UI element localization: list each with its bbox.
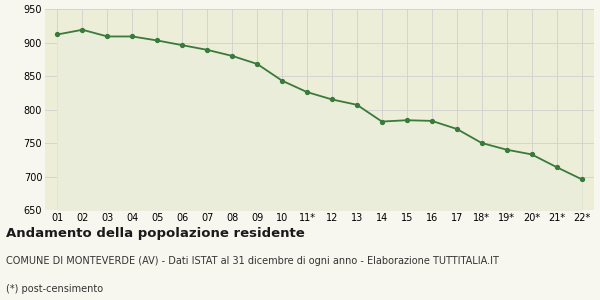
- Text: (*) post-censimento: (*) post-censimento: [6, 284, 103, 293]
- Text: Andamento della popolazione residente: Andamento della popolazione residente: [6, 226, 305, 239]
- Text: COMUNE DI MONTEVERDE (AV) - Dati ISTAT al 31 dicembre di ogni anno - Elaborazion: COMUNE DI MONTEVERDE (AV) - Dati ISTAT a…: [6, 256, 499, 266]
